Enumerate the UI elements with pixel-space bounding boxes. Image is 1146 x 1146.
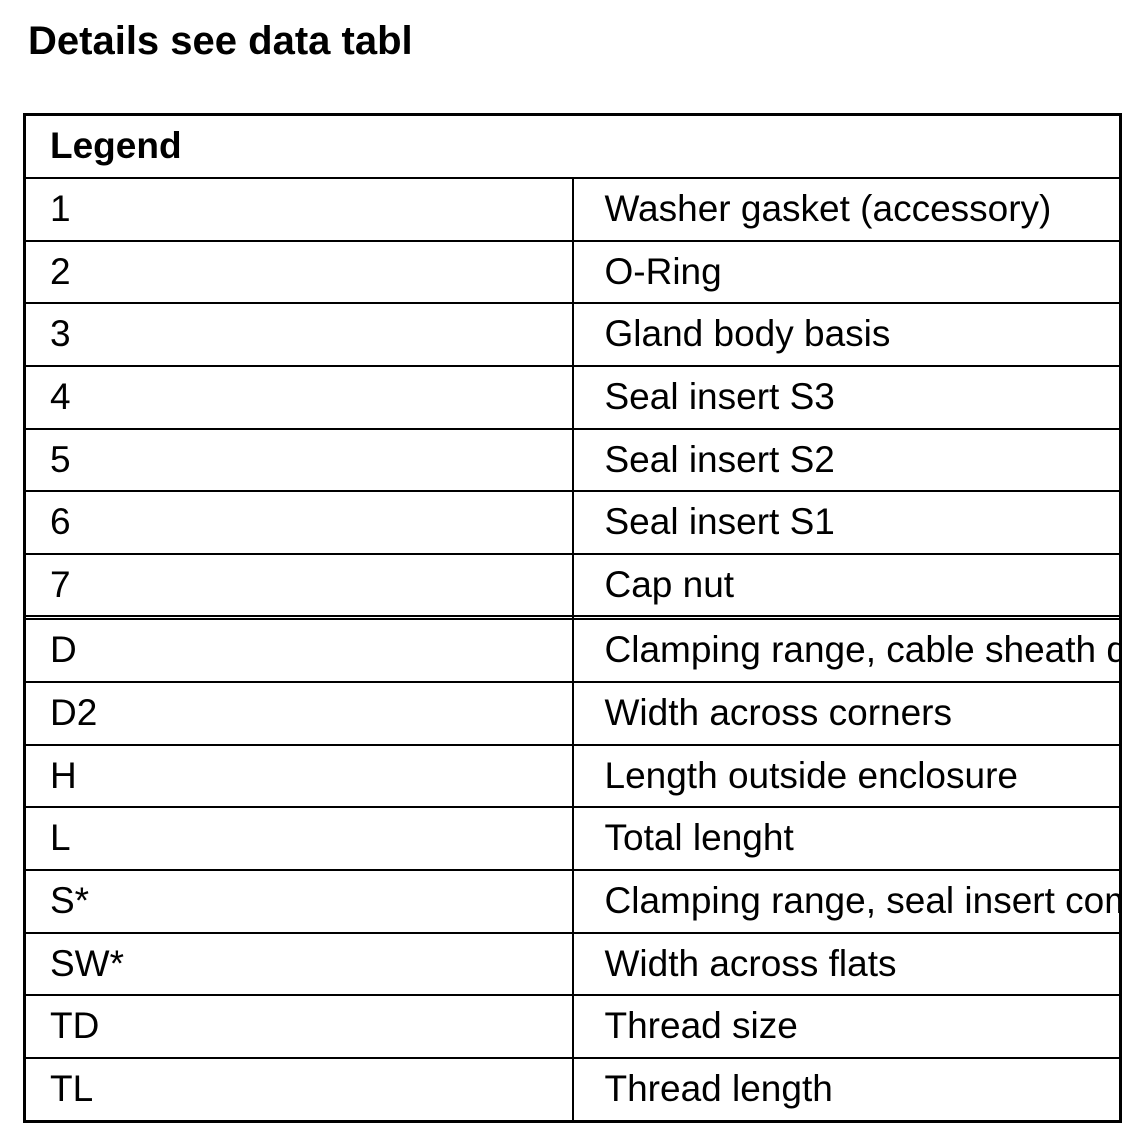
row-code: 3: [23, 302, 574, 367]
page-title: Details see data tabl: [28, 19, 413, 63]
table-row: TD Thread size: [23, 994, 1122, 1059]
table-row: 5 Seal insert S2: [23, 427, 1122, 493]
row-code: H: [23, 743, 574, 809]
row-code: D: [23, 618, 574, 684]
row-description: Gland body basis: [571, 302, 1122, 367]
row-description: Thread size: [571, 994, 1122, 1059]
row-code: 5: [23, 427, 574, 493]
table-row: 6 Seal insert S1: [23, 490, 1122, 555]
row-description: Clamping range, seal insert combinations: [571, 869, 1122, 934]
table-row: 2 O-Ring: [23, 239, 1122, 305]
row-description: O-Ring: [571, 239, 1122, 305]
row-code: 6: [23, 490, 574, 555]
table-row: 3 Gland body basis: [23, 302, 1122, 367]
table-row: 4 Seal insert S3: [23, 364, 1122, 430]
row-code: TL: [23, 1057, 574, 1123]
row-description: Seal insert S2: [571, 427, 1122, 493]
row-code: SW*: [23, 931, 574, 997]
table-row: S*Clamping range, seal insert combinatio…: [23, 869, 1122, 934]
row-code: D2: [23, 681, 574, 746]
row-description: Width across corners: [571, 681, 1122, 746]
table-row: 1 Washer gasket (accessory): [23, 176, 1122, 242]
row-code: 7: [23, 552, 574, 618]
row-description: Seal insert S3: [571, 364, 1122, 430]
table-row: L Total lenght: [23, 806, 1122, 872]
row-code: 2: [23, 239, 574, 305]
legend-table: Legend 1 Washer gasket (accessory) 2 O-Ring…: [23, 113, 1122, 1123]
legend-header-label: Legend: [23, 113, 1122, 179]
row-code: TD: [23, 994, 574, 1059]
table-row: H Length outside enclosure: [23, 743, 1122, 809]
row-description: Thread length: [571, 1057, 1122, 1123]
row-code: L: [23, 806, 574, 872]
row-code: 1: [23, 176, 574, 242]
row-description: Width across flats: [571, 931, 1122, 997]
row-description: Cap nut: [571, 552, 1122, 618]
table-row: 7 Cap nut: [23, 552, 1122, 618]
row-description: Clamping range, cable sheath diameter: [571, 618, 1122, 684]
row-description: Seal insert S1: [571, 490, 1122, 555]
row-description: Washer gasket (accessory): [571, 176, 1122, 242]
table-row: TL Thread length: [23, 1057, 1122, 1123]
legend-header-row: Legend: [23, 113, 1122, 179]
table-row: SW* Width across flats: [23, 931, 1122, 997]
row-description: Length outside enclosure: [571, 743, 1122, 809]
row-code: 4: [23, 364, 574, 430]
row-code: S*: [23, 869, 574, 934]
row-description: Total lenght: [571, 806, 1122, 872]
table-row: D2 Width across corners: [23, 681, 1122, 746]
